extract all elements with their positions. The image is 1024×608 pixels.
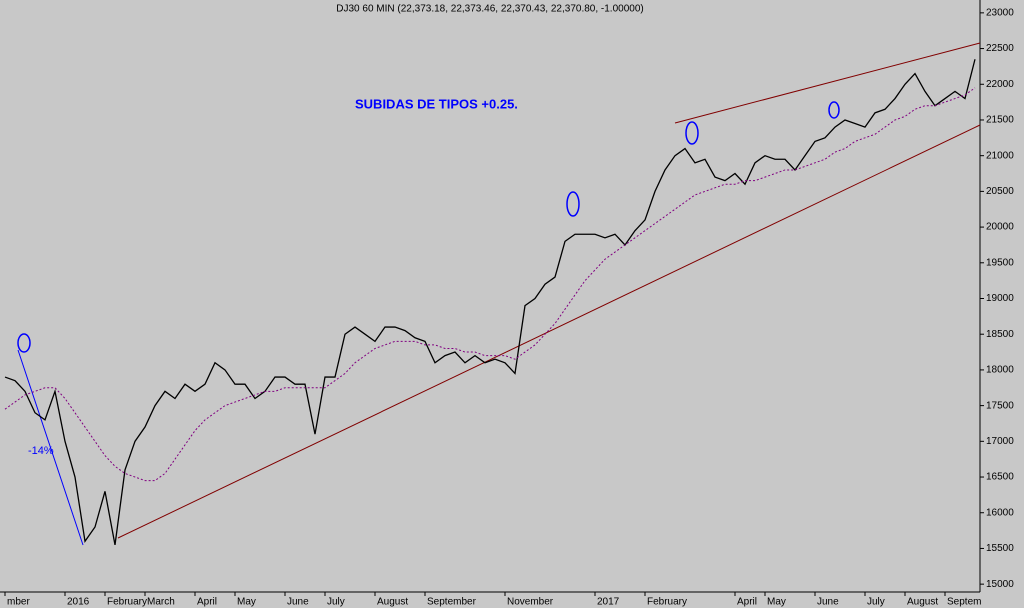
- y-tick-label: 15000: [986, 579, 1014, 590]
- annotation: SUBIDAS DE TIPOS +0.25.: [355, 96, 518, 111]
- x-tick-label: May: [237, 597, 256, 608]
- x-tick-label: September: [427, 597, 477, 608]
- y-tick-label: 17500: [986, 400, 1014, 411]
- x-tick-label: June: [287, 597, 309, 608]
- moving-average: [4, 87, 976, 482]
- y-tick-label: 15500: [986, 543, 1014, 554]
- drop-line: [17, 349, 84, 546]
- trend-line: [117, 124, 981, 539]
- x-tick-label: August: [907, 597, 938, 608]
- y-tick-label: 18000: [986, 365, 1014, 376]
- y-tick-label: 16000: [986, 507, 1014, 518]
- x-tick-label: August: [377, 597, 408, 608]
- y-tick-label: 22500: [986, 43, 1014, 54]
- marker-circle: [685, 121, 699, 145]
- x-tick-label: June: [817, 597, 839, 608]
- y-tick-label: 21000: [986, 150, 1014, 161]
- x-tick-label: March: [147, 597, 175, 608]
- y-tick-label: 18500: [986, 329, 1014, 340]
- marker-circle: [566, 191, 580, 217]
- x-tick-label: April: [197, 597, 217, 608]
- x-tick-label: February: [107, 597, 147, 608]
- marker-circle: [828, 101, 840, 119]
- x-tick-label: April: [737, 597, 757, 608]
- y-tick-label: 17000: [986, 436, 1014, 447]
- x-tick-label: November: [507, 597, 554, 608]
- y-tick-label: 23000: [986, 7, 1014, 18]
- y-tick-label: 21500: [986, 115, 1014, 126]
- annotation: -14%: [28, 445, 54, 457]
- x-tick-label: 2017: [597, 597, 620, 608]
- x-tick-label: February: [647, 597, 687, 608]
- x-tick-label: May: [767, 597, 786, 608]
- price-line: [4, 59, 976, 545]
- y-tick-label: 16500: [986, 472, 1014, 483]
- trend-line: [674, 42, 981, 124]
- marker-circle: [17, 333, 31, 353]
- y-tick-label: 22000: [986, 79, 1014, 90]
- y-tick-label: 20000: [986, 222, 1014, 233]
- y-tick-label: 20500: [986, 186, 1014, 197]
- y-tick-label: 19500: [986, 257, 1014, 268]
- y-tick-label: 19000: [986, 293, 1014, 304]
- x-tick-label: July: [327, 597, 345, 608]
- x-tick-label: July: [867, 597, 885, 608]
- x-tick-label: 2016: [67, 597, 90, 608]
- chart-title: DJ30 60 MIN (22,373.18, 22,373.46, 22,37…: [336, 4, 643, 15]
- x-tick-label: mber: [7, 597, 30, 608]
- plot-area: [0, 0, 980, 592]
- x-tick-label: Septem: [947, 597, 981, 608]
